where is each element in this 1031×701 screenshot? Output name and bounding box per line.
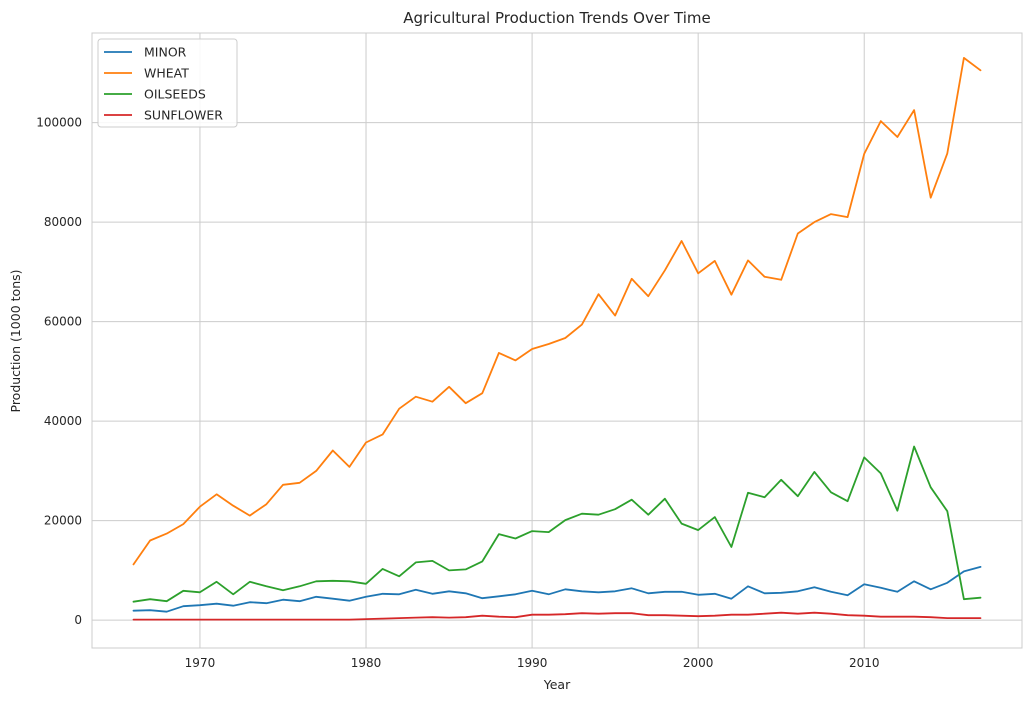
y-tick-label: 0 xyxy=(74,613,82,627)
x-grid xyxy=(199,33,865,648)
x-tick-label: 2010 xyxy=(849,656,880,670)
legend-label-wheat: WHEAT xyxy=(144,66,189,81)
legend-items: MINOR WHEAT OILSEEDS SUNFLOWER xyxy=(104,45,223,123)
y-tick-label: 20000 xyxy=(44,514,82,528)
series-line-minor xyxy=(132,566,982,613)
y-tick-label: 40000 xyxy=(44,414,82,428)
y-grid xyxy=(92,122,1022,621)
legend-label-minor: MINOR xyxy=(144,45,187,60)
legend-box xyxy=(97,38,238,128)
series-line-wheat xyxy=(132,57,982,566)
y-tick-labels: 0 20000 40000 60000 80000 100000 xyxy=(36,116,82,628)
y-tick-label: 100000 xyxy=(36,116,82,130)
chart-title: Agricultural Production Trends Over Time xyxy=(403,9,711,27)
series-line-sunflower xyxy=(132,611,982,621)
y-tick-label: 80000 xyxy=(44,215,82,229)
x-tick-label: 1970 xyxy=(185,656,216,670)
y-axis-label: Production (1000 tons) xyxy=(8,270,23,413)
x-axis-label: Year xyxy=(543,677,571,692)
series-lines xyxy=(132,57,982,621)
legend-label-oilseeds: OILSEEDS xyxy=(144,87,206,102)
plot-area xyxy=(91,32,1023,649)
legend-label-sunflower: SUNFLOWER xyxy=(144,108,223,123)
x-tick-labels: 1970 1980 1990 2000 2010 xyxy=(185,656,880,670)
x-tick-label: 1990 xyxy=(517,656,548,670)
x-tick-label: 2000 xyxy=(683,656,714,670)
x-tick-label: 1980 xyxy=(351,656,382,670)
y-tick-label: 60000 xyxy=(44,315,82,329)
legend: MINOR WHEAT OILSEEDS SUNFLOWER xyxy=(97,38,238,128)
series-line-oilseeds xyxy=(132,445,982,603)
